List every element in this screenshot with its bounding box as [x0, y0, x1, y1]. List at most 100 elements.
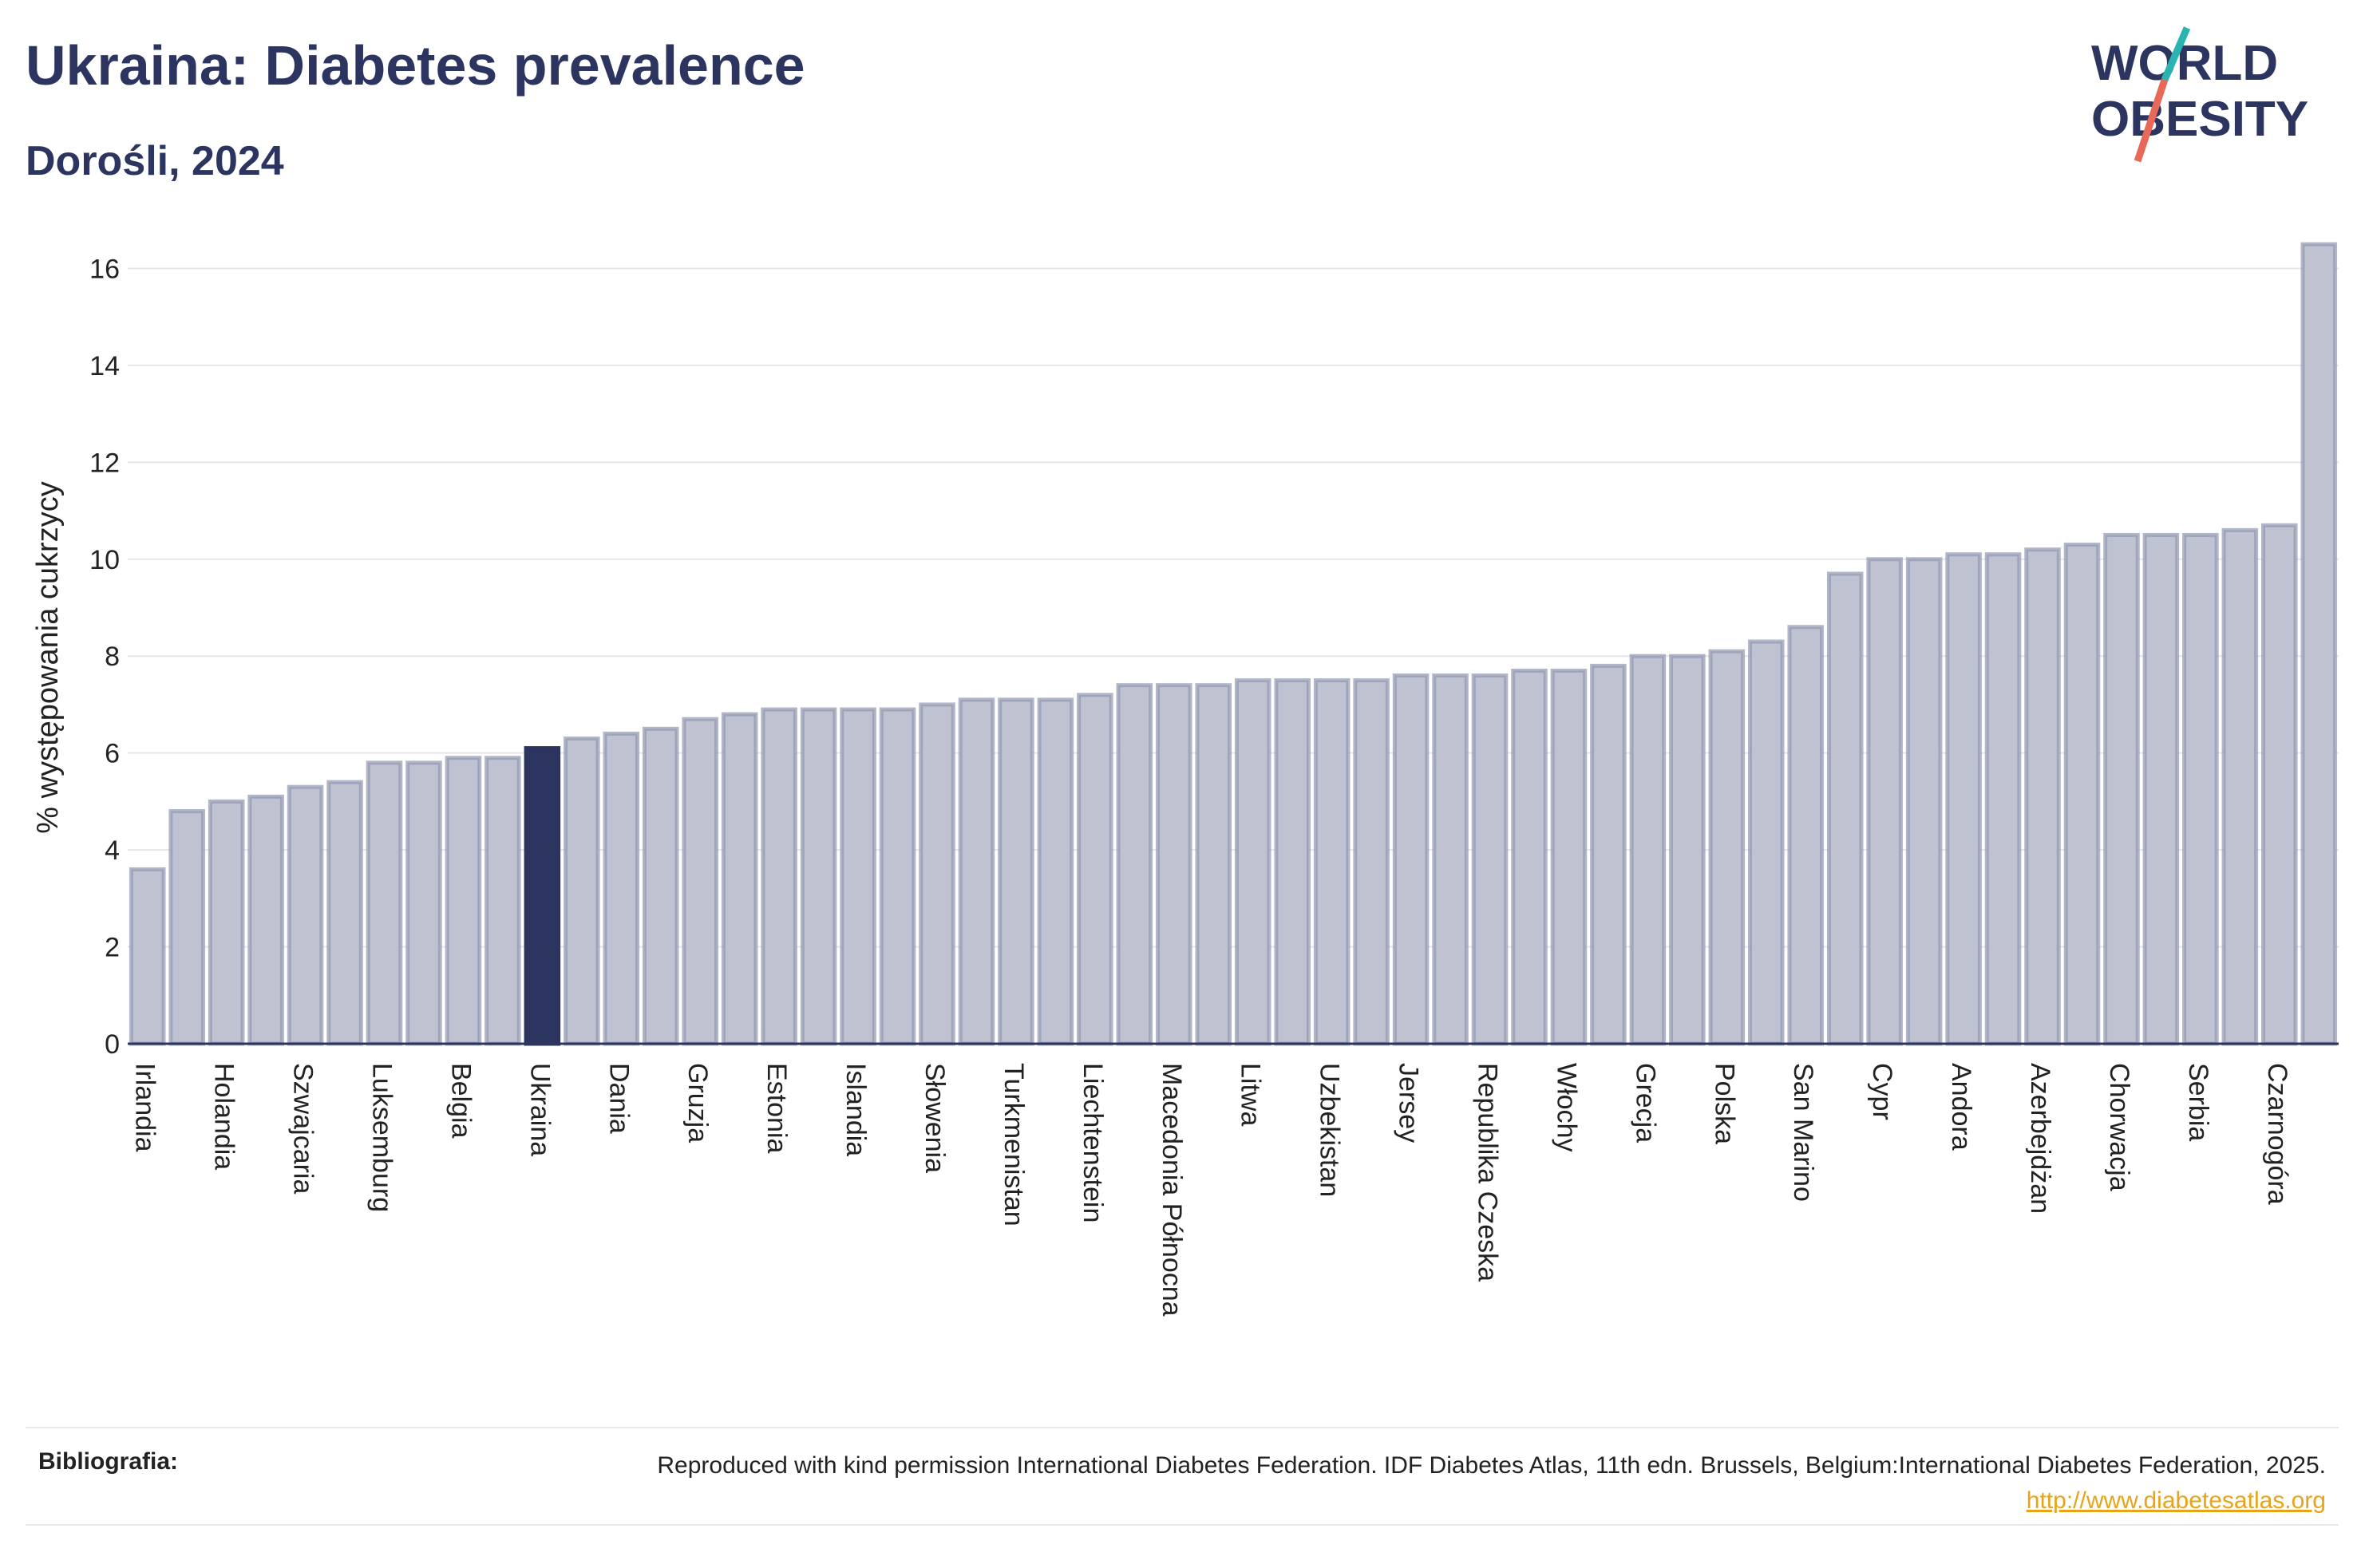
x-tick-label: Jersey	[1394, 1063, 1424, 1143]
footer-divider-top	[26, 1427, 2339, 1428]
bibliography-body: Reproduced with kind permission Internat…	[657, 1452, 2326, 1479]
bar	[2261, 523, 2298, 1046]
bar	[1984, 552, 2022, 1046]
bar	[366, 760, 403, 1046]
bar	[1550, 668, 1588, 1046]
x-tick-label: Liechtenstein	[1078, 1063, 1108, 1222]
bar	[1274, 678, 1311, 1046]
bar	[2142, 532, 2180, 1046]
y-axis-label: % występowania cukrzycy	[31, 481, 65, 833]
y-tick-label: 10	[89, 545, 120, 575]
bar	[1471, 673, 1509, 1046]
y-tick-label: 4	[105, 835, 120, 866]
x-tick-label: Republika Czeska	[1473, 1063, 1503, 1282]
x-tick-label: Holandia	[209, 1063, 239, 1170]
footer-divider-bottom	[26, 1524, 2339, 1526]
bibliography-text: Reproduced with kind permission Internat…	[650, 1448, 2326, 1519]
bar	[326, 780, 363, 1046]
bar	[919, 702, 955, 1046]
svg-text:OBESITY: OBESITY	[2091, 92, 2308, 147]
world-obesity-logo: WORLD OBESITY	[2091, 26, 2308, 163]
x-tick-label: Czarnogóra	[2262, 1063, 2292, 1205]
x-tick-label: Włochy	[1551, 1063, 1581, 1151]
bar	[287, 784, 324, 1046]
bar	[1945, 552, 1982, 1046]
chart-title: Ukraina: Diabetes prevalence	[26, 34, 805, 97]
y-tick-label: 16	[89, 254, 120, 284]
x-tick-label: Cypr	[1867, 1063, 1897, 1120]
x-tick-label: Luksemburg	[367, 1063, 397, 1212]
y-tick-label: 14	[89, 351, 120, 381]
x-tick-label: Chorwacja	[2104, 1063, 2134, 1191]
bar	[129, 867, 166, 1046]
bar	[1195, 683, 1232, 1046]
bar	[564, 736, 600, 1046]
y-tick-label: 8	[105, 642, 120, 672]
bar	[1432, 673, 1469, 1046]
bar	[1511, 668, 1548, 1046]
y-tick-label: 6	[105, 739, 120, 769]
bibliography-label: Bibliografia:	[38, 1448, 179, 1475]
bar	[1747, 639, 1785, 1046]
bar	[1787, 625, 1825, 1046]
x-tick-label: Grecja	[1630, 1063, 1660, 1143]
x-tick-label: Dania	[603, 1063, 634, 1134]
bar	[247, 794, 284, 1046]
bar	[445, 756, 482, 1046]
x-tick-label: Turkmenistan	[999, 1063, 1029, 1226]
bar	[168, 809, 205, 1046]
bar	[1590, 663, 1627, 1046]
x-tick-label: Macedonia Północna	[1157, 1063, 1187, 1317]
bar	[1392, 673, 1430, 1046]
y-tick-label: 12	[89, 448, 120, 478]
x-tick-label: Irlandia	[130, 1063, 160, 1152]
bar	[1669, 654, 1706, 1046]
bar	[1353, 678, 1390, 1046]
x-tick-label: Gruzja	[682, 1063, 713, 1143]
bar	[1077, 693, 1113, 1046]
bar-chart: 0 2 4 6 8 10 12 14 16 % występowania cukrzycy Irla…	[31, 242, 2339, 1317]
bar	[1866, 557, 1903, 1046]
bar	[484, 756, 521, 1046]
x-tick-label: Szwajcaria	[288, 1063, 318, 1194]
x-tick-label: Uzbekistan	[1315, 1063, 1345, 1197]
bar	[1313, 678, 1351, 1046]
bar	[721, 712, 758, 1046]
x-tick-label: San Marino	[1788, 1063, 1818, 1202]
bar	[1037, 697, 1074, 1046]
bar	[682, 717, 719, 1046]
x-tick-label: Serbia	[2183, 1063, 2213, 1141]
bibliography-link[interactable]: http://www.diabetesatlas.org	[2026, 1487, 2326, 1514]
bar	[2221, 527, 2259, 1046]
x-tick-label: Ukraina	[524, 1063, 555, 1156]
bar	[800, 707, 837, 1046]
bar	[1708, 649, 1746, 1046]
x-tick-label: Andora	[1946, 1063, 1976, 1151]
bar	[761, 707, 797, 1046]
x-tick-label: Estonia	[761, 1063, 792, 1153]
bar-highlight	[524, 746, 561, 1046]
chart-subtitle: Dorośli, 2024	[26, 138, 284, 184]
bar	[1116, 683, 1153, 1046]
bar	[208, 799, 245, 1046]
y-tick-label: 2	[105, 933, 120, 963]
x-tick-label: Litwa	[1236, 1063, 1266, 1126]
bar	[2103, 532, 2140, 1046]
bar	[958, 697, 995, 1046]
bar	[2300, 242, 2338, 1046]
x-tick-label: Belgia	[445, 1063, 476, 1139]
bar	[998, 697, 1034, 1046]
bar	[2063, 543, 2101, 1046]
x-tick-label: Islandia	[840, 1063, 871, 1156]
bar	[405, 760, 442, 1046]
bar	[603, 731, 640, 1046]
x-tick-label: Polska	[1709, 1063, 1739, 1144]
bar	[2182, 532, 2219, 1046]
bar	[1629, 654, 1667, 1046]
bar	[840, 707, 876, 1046]
svg-text:WORLD: WORLD	[2091, 36, 2278, 91]
y-tick-label: 0	[105, 1029, 120, 1060]
bar	[1234, 678, 1271, 1046]
bar	[1156, 683, 1192, 1046]
x-tick-label: Azerbejdżan	[2025, 1063, 2055, 1214]
